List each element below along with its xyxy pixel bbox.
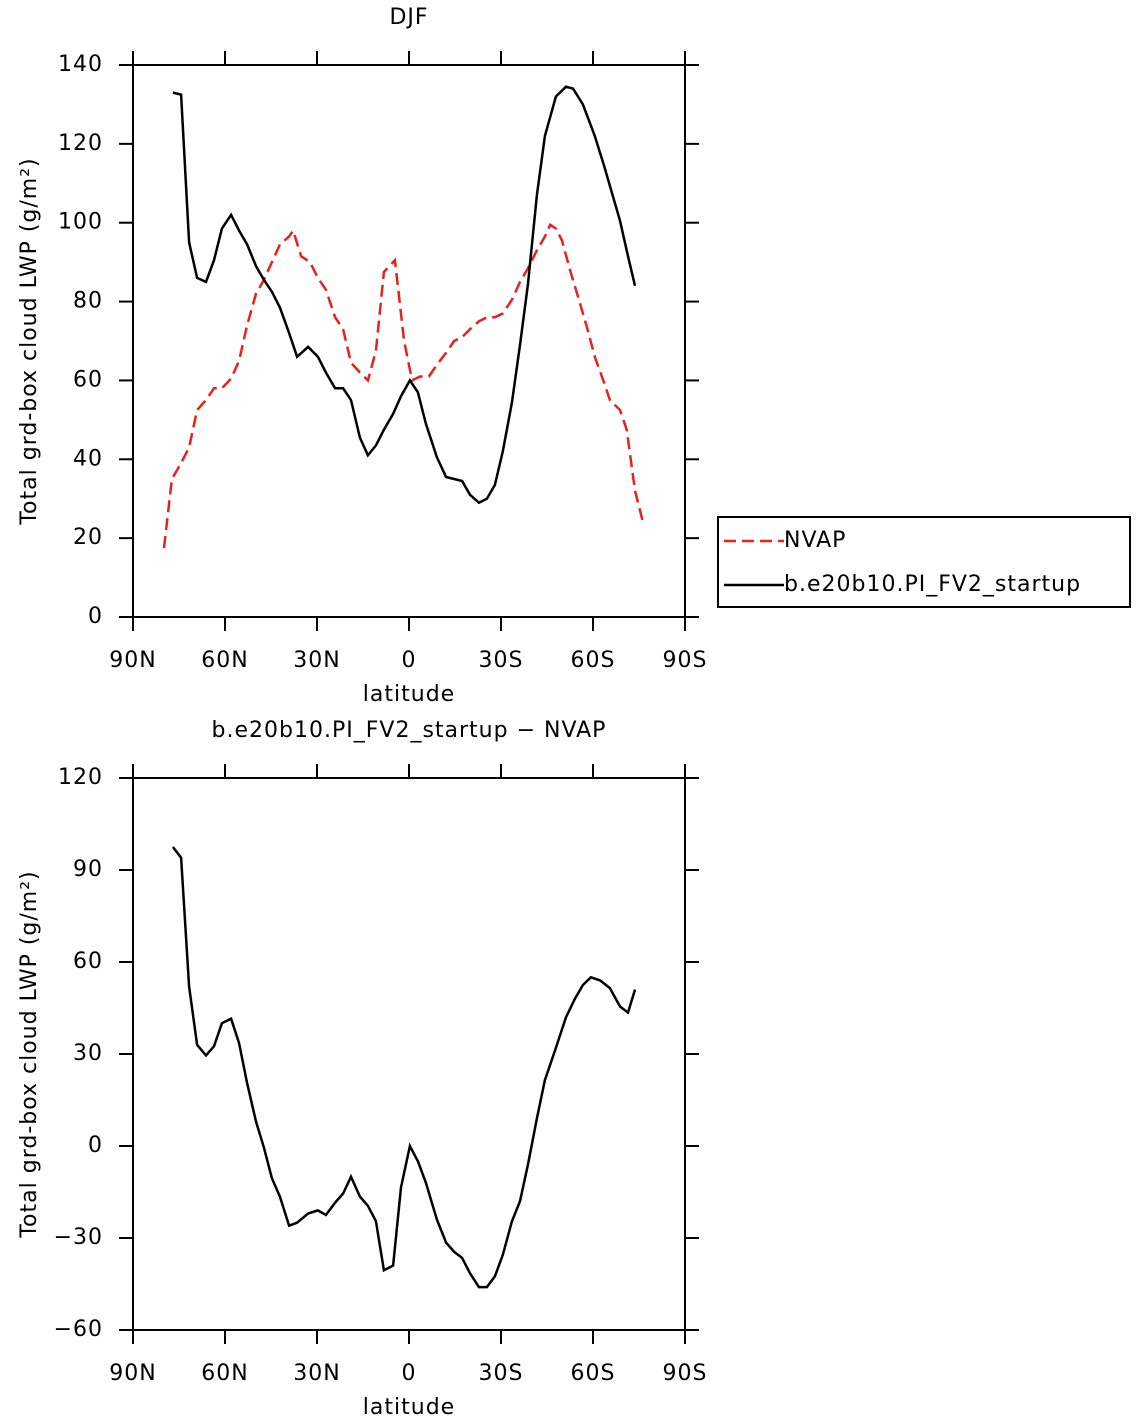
x-tick-label: 90N	[109, 1361, 156, 1386]
chart-title: DJF	[389, 5, 428, 30]
y-axis-label: Total grd-box cloud LWP (g/m²)	[17, 157, 42, 525]
x-tick-label: 30N	[293, 1361, 340, 1386]
x-tick-label: 30S	[479, 648, 524, 673]
data-line	[162, 222, 645, 549]
y-tick-label: 80	[73, 289, 103, 314]
chart-title: b.e20b10.PI_FV2_startup − NVAP	[212, 718, 607, 743]
y-axis-label: Total grd-box cloud LWP (g/m²)	[17, 870, 42, 1238]
data-line	[171, 846, 637, 1289]
y-tick-label: 140	[58, 52, 103, 77]
x-tick-label: 90S	[663, 1361, 708, 1386]
y-tick-label: 60	[73, 949, 103, 974]
y-tick-label: 120	[58, 765, 103, 790]
x-tick-label: 60S	[571, 648, 616, 673]
x-tick-label: 60S	[571, 1361, 616, 1386]
legend-label: b.e20b10.PI_FV2_startup	[784, 572, 1081, 597]
x-tick-label: 30N	[293, 648, 340, 673]
y-tick-label: 120	[58, 131, 103, 156]
x-tick-label: 30S	[479, 1361, 524, 1386]
y-tick-label: 90	[73, 857, 103, 882]
y-tick-label: 30	[73, 1041, 103, 1066]
plot-frame	[132, 64, 686, 618]
legend-label: NVAP	[784, 528, 846, 553]
y-tick-label: −60	[54, 1317, 103, 1342]
y-tick-label: −30	[54, 1225, 103, 1250]
y-tick-label: 100	[58, 210, 103, 235]
x-tick-label: 60N	[201, 648, 248, 673]
y-tick-label: 0	[88, 1133, 103, 1158]
x-tick-label: 90N	[109, 648, 156, 673]
x-axis-label: latitude	[363, 1395, 455, 1420]
x-tick-label: 90S	[663, 648, 708, 673]
x-tick-label: 60N	[201, 1361, 248, 1386]
plot-frame	[132, 777, 686, 1331]
y-tick-label: 60	[73, 367, 103, 392]
y-tick-label: 0	[88, 604, 103, 629]
x-tick-label: 0	[402, 648, 417, 673]
y-tick-label: 20	[73, 525, 103, 550]
y-tick-label: 40	[73, 446, 103, 471]
x-tick-label: 0	[402, 1361, 417, 1386]
data-line	[172, 85, 637, 505]
x-axis-label: latitude	[363, 682, 455, 707]
legend-box	[717, 516, 1131, 608]
